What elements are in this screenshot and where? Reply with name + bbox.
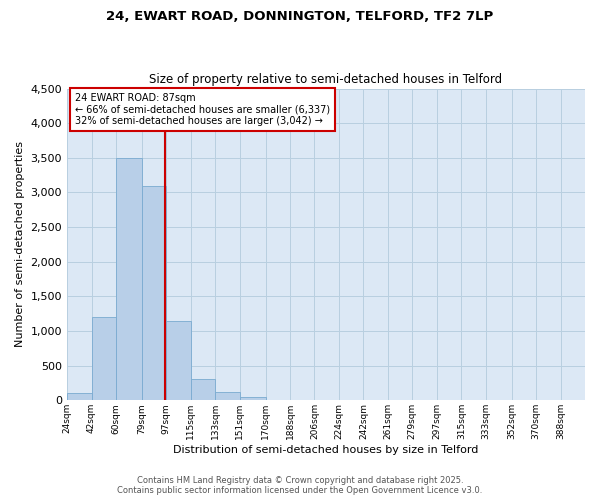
Text: 24 EWART ROAD: 87sqm
← 66% of semi-detached houses are smaller (6,337)
32% of se: 24 EWART ROAD: 87sqm ← 66% of semi-detac… [75,93,330,126]
Text: 24, EWART ROAD, DONNINGTON, TELFORD, TF2 7LP: 24, EWART ROAD, DONNINGTON, TELFORD, TF2… [106,10,494,23]
Bar [166,320,191,400]
Bar [67,394,92,400]
Y-axis label: Number of semi-detached properties: Number of semi-detached properties [15,142,25,348]
Title: Size of property relative to semi-detached houses in Telford: Size of property relative to semi-detach… [149,73,503,86]
Bar [239,397,266,400]
X-axis label: Distribution of semi-detached houses by size in Telford: Distribution of semi-detached houses by … [173,445,479,455]
Bar [142,186,166,400]
Text: Contains HM Land Registry data © Crown copyright and database right 2025.
Contai: Contains HM Land Registry data © Crown c… [118,476,482,495]
Bar [215,392,239,400]
Bar [191,379,215,400]
Bar [116,158,142,400]
Bar [92,317,116,400]
